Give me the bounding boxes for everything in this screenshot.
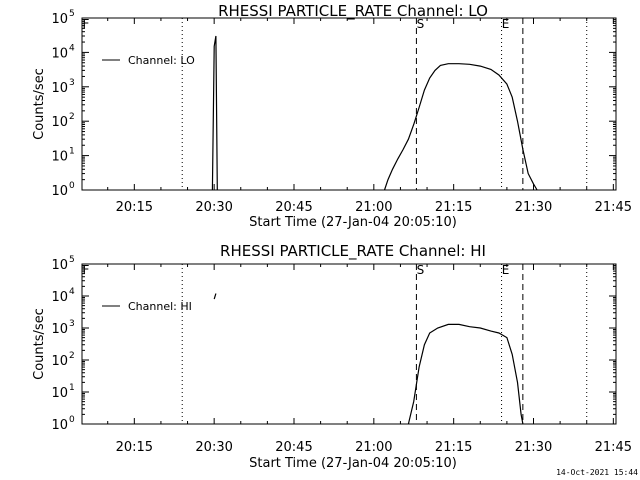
y-tick-label: 10 bbox=[51, 46, 68, 61]
y-tick-exponent: 1 bbox=[69, 383, 75, 393]
x-axis-label: Start Time (27-Jan-04 20:05:10) bbox=[249, 215, 457, 230]
event-marker-label: F bbox=[83, 17, 90, 31]
y-tick-exponent: 5 bbox=[69, 9, 75, 19]
y-tick-label: 10 bbox=[51, 81, 68, 96]
x-tick-label: 21:45 bbox=[595, 440, 632, 455]
y-tick-exponent: 3 bbox=[69, 319, 75, 329]
legend-label: Channel: HI bbox=[128, 300, 192, 313]
series-line bbox=[407, 323, 524, 425]
chart-title: RHESSI PARTICLE_RATE Channel: HI bbox=[220, 242, 486, 261]
y-tick-label: 10 bbox=[51, 418, 68, 433]
x-tick-label: 20:30 bbox=[195, 200, 232, 215]
panel-channel-lo: RHESSI PARTICLE_RATE Channel: LO 20:15 20:… bbox=[32, 2, 632, 230]
y-tick-exponent: 4 bbox=[69, 43, 75, 53]
event-marker-label: S bbox=[417, 17, 425, 31]
event-marker-label: F bbox=[83, 263, 90, 277]
event-marker-label: E bbox=[502, 263, 510, 277]
y-tick-label: 10 bbox=[51, 258, 68, 273]
chart-title: RHESSI PARTICLE_RATE Channel: LO bbox=[218, 2, 488, 21]
series-line bbox=[213, 293, 217, 300]
y-tick-label: 10 bbox=[51, 322, 68, 337]
y-tick-exponent: 5 bbox=[69, 255, 75, 265]
y-tick-exponent: 0 bbox=[69, 181, 75, 191]
x-axis-label: Start Time (27-Jan-04 20:05:10) bbox=[249, 456, 457, 471]
y-axis-label: Counts/sec bbox=[32, 308, 47, 380]
y-tick-label: 10 bbox=[51, 150, 68, 165]
series-line bbox=[211, 35, 218, 191]
panel-channel-hi: RHESSI PARTICLE_RATE Channel: HI 20:15 20:… bbox=[32, 242, 632, 471]
y-tick-exponent: 1 bbox=[69, 147, 75, 157]
event-marker-label: S bbox=[417, 263, 425, 277]
x-tick-label: 20:15 bbox=[116, 200, 153, 215]
y-tick-label: 10 bbox=[51, 290, 68, 305]
x-tick-label: 20:45 bbox=[275, 200, 312, 215]
event-marker-label: E bbox=[502, 17, 510, 31]
y-tick-label: 10 bbox=[51, 354, 68, 369]
y-tick-label: 10 bbox=[51, 12, 68, 27]
x-tick-label: 20:45 bbox=[275, 440, 312, 455]
plot-frame bbox=[81, 17, 617, 191]
plot-frame bbox=[81, 263, 617, 425]
y-tick-exponent: 4 bbox=[69, 287, 75, 297]
y-axis-label: Counts/sec bbox=[32, 68, 47, 140]
y-tick-label: 10 bbox=[51, 115, 68, 130]
x-tick-label: 21:30 bbox=[515, 440, 552, 455]
x-tick-label: 21:15 bbox=[435, 200, 472, 215]
y-tick-label: 10 bbox=[51, 386, 68, 401]
series-line bbox=[383, 63, 538, 191]
y-tick-exponent: 3 bbox=[69, 78, 75, 88]
y-tick-exponent: 2 bbox=[69, 112, 75, 122]
x-tick-label: 21:30 bbox=[515, 200, 552, 215]
x-tick-label: 20:30 bbox=[195, 440, 232, 455]
y-tick-label: 10 bbox=[51, 184, 68, 199]
x-tick-label: 21:00 bbox=[355, 440, 392, 455]
x-tick-label: 21:15 bbox=[435, 440, 472, 455]
x-tick-label: 21:45 bbox=[595, 200, 632, 215]
y-tick-exponent: 0 bbox=[69, 415, 75, 425]
y-tick-exponent: 2 bbox=[69, 351, 75, 361]
x-tick-label: 21:00 bbox=[355, 200, 392, 215]
x-tick-label: 20:15 bbox=[116, 440, 153, 455]
legend-label: Channel: LO bbox=[128, 54, 195, 67]
footer-timestamp: 14-Oct-2021 15:44 bbox=[556, 468, 638, 477]
